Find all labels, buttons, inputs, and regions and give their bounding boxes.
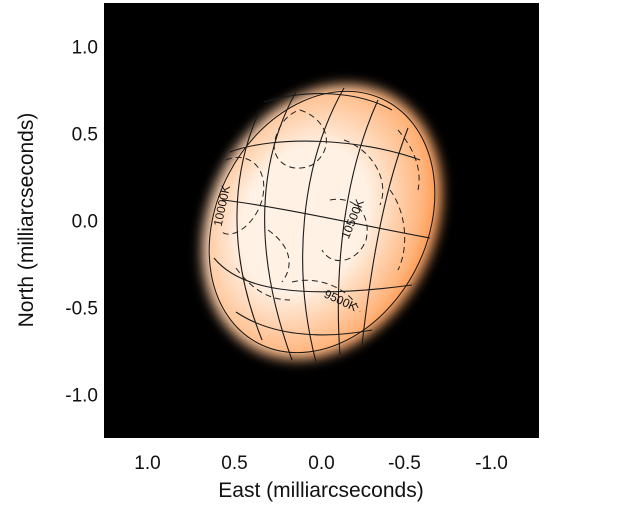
contour-line <box>235 267 291 301</box>
latitude-lines <box>213 93 431 336</box>
x-axis-label: East (milliarcseconds) <box>218 479 423 502</box>
temperature-contours <box>221 109 420 313</box>
y-tick-label: -1.0 <box>65 386 98 407</box>
contour-line <box>221 156 265 235</box>
y-ticks: 1.0 0.5 0.0 -0.5 -1.0 <box>65 38 98 407</box>
contour-line <box>389 189 406 271</box>
y-tick-label: 0.0 <box>72 212 98 233</box>
y-axis-label: North (milliarcseconds) <box>15 113 38 328</box>
latitude-line <box>229 140 421 161</box>
y-tick-label: -0.5 <box>65 299 98 320</box>
longitude-line <box>302 87 345 363</box>
contour-line <box>343 139 384 206</box>
contour-line <box>321 198 368 261</box>
x-ticks: 1.0 0.5 0.0 -0.5 -1.0 <box>134 453 508 474</box>
x-tick-label: 1.0 <box>134 453 160 474</box>
x-tick-label: -1.0 <box>475 453 508 474</box>
star-disk <box>208 90 436 354</box>
latitude-line <box>263 93 393 111</box>
x-tick-label: 0.0 <box>308 453 334 474</box>
star-outline <box>208 90 436 354</box>
latitude-line <box>235 311 373 336</box>
longitude-line <box>264 91 297 361</box>
longitude-line <box>236 109 263 341</box>
longitude-line <box>337 99 379 356</box>
latitude-line <box>221 199 431 239</box>
contour-line <box>267 229 290 283</box>
x-tick-label: 0.5 <box>221 453 247 474</box>
x-tick-label: -0.5 <box>388 453 421 474</box>
contour-line <box>291 279 361 313</box>
star-image <box>202 84 442 363</box>
latitude-line <box>213 257 413 293</box>
longitude-lines <box>236 87 409 363</box>
contour-line <box>273 109 327 169</box>
y-tick-label: 1.0 <box>72 38 98 59</box>
longitude-line <box>361 127 409 346</box>
y-tick-label: 0.5 <box>72 125 98 146</box>
contour-line <box>397 129 420 191</box>
